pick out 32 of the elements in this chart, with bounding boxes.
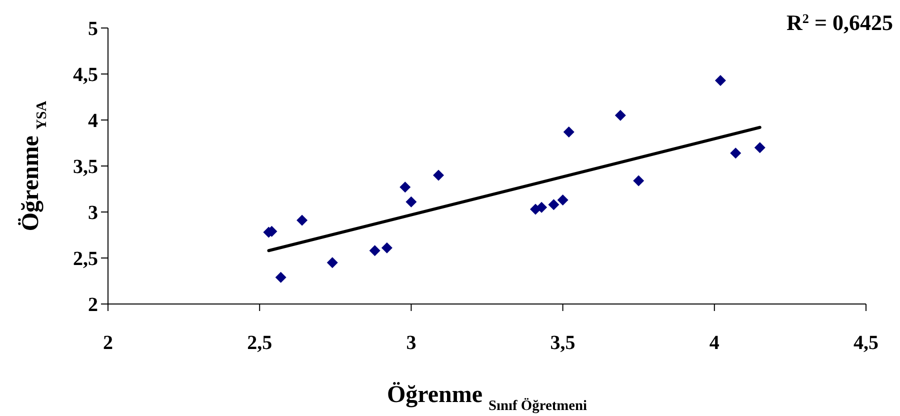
point (326, 257, 338, 268)
y-tick-label: 2 (88, 294, 98, 316)
x-tick-label: 2 (103, 332, 113, 354)
x-axis-title: Öğrenme $_{Sınıf Öğretmeni}$ (387, 382, 587, 414)
y-tick-label: 3,5 (73, 156, 98, 178)
point (536, 202, 548, 213)
point (714, 74, 726, 86)
point (557, 194, 568, 206)
y-tick-label: 5 (88, 18, 98, 40)
x-tick-label: 2,5 (247, 332, 272, 354)
x-tick-label: 3,5 (550, 332, 576, 354)
point (296, 214, 308, 226)
point (275, 272, 286, 283)
point (548, 199, 560, 210)
point (730, 148, 742, 159)
y-tick-label: 3 (88, 202, 98, 224)
y-tick-label: 4,5 (73, 64, 98, 86)
point (614, 110, 626, 121)
point (400, 182, 411, 193)
x-tick-label: 4 (709, 332, 720, 354)
point (381, 242, 392, 254)
annotation: R$^{2}$ = 0,6425 (786, 10, 893, 35)
x-tick-label: 4,5 (854, 332, 878, 354)
point (633, 175, 644, 186)
point (563, 126, 574, 138)
point (754, 142, 766, 154)
point (406, 196, 417, 208)
y-tick-label: 2,5 (73, 248, 98, 270)
y-tick-label: 4 (88, 110, 98, 132)
point (432, 170, 444, 181)
x-tick-label: 3 (406, 332, 416, 354)
point (369, 245, 380, 256)
